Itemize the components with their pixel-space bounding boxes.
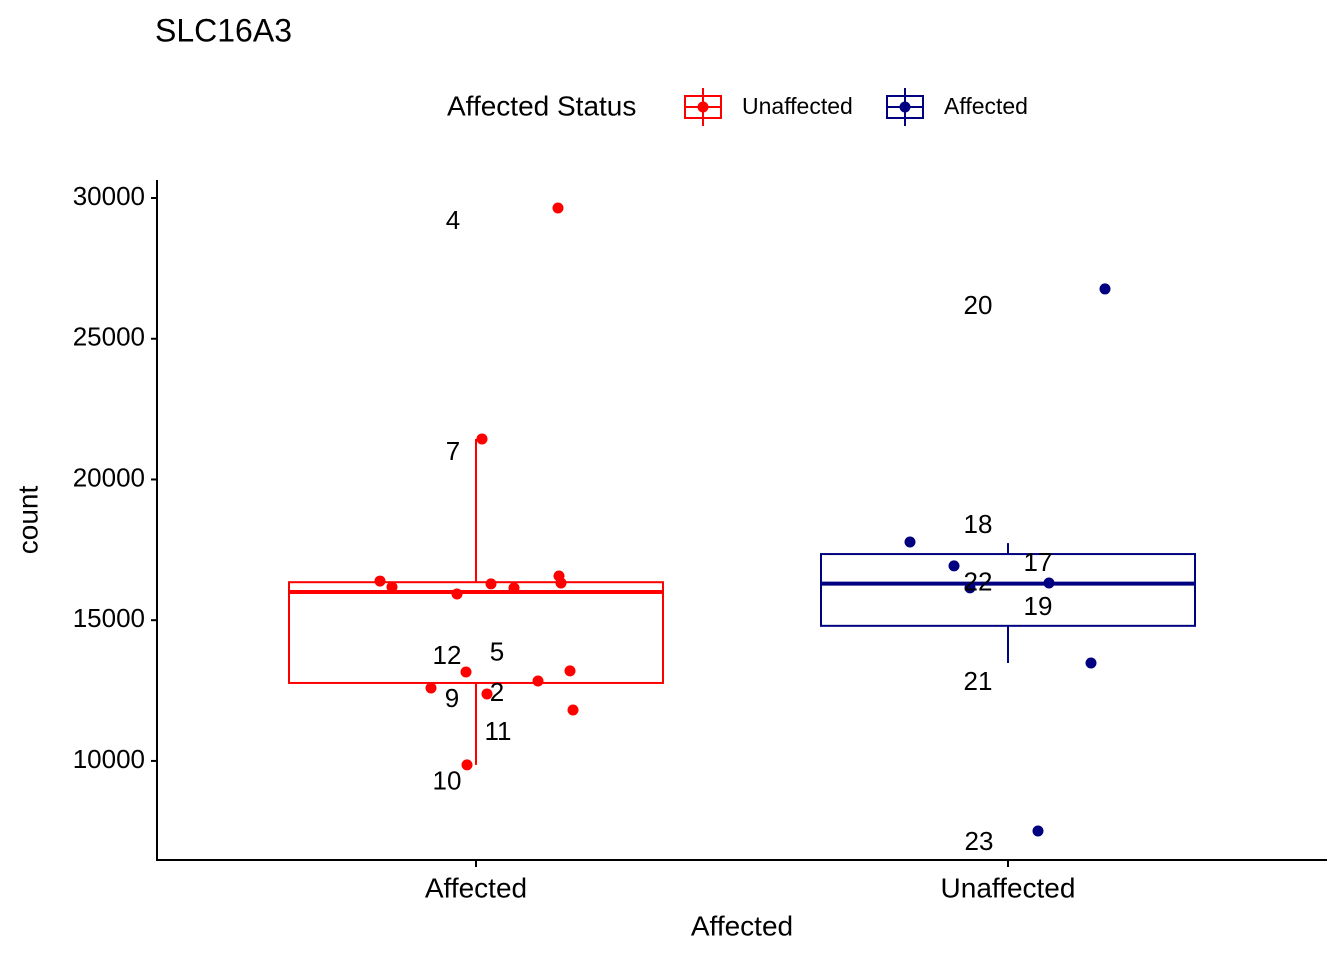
point-label: 9 xyxy=(445,683,459,713)
point xyxy=(461,759,473,771)
point xyxy=(508,582,520,594)
point xyxy=(1085,657,1097,669)
point-label: 10 xyxy=(433,766,462,796)
y-tick-label: 25000 xyxy=(73,322,145,352)
point xyxy=(485,578,497,590)
box xyxy=(288,581,664,684)
point xyxy=(1099,283,1111,295)
point-label: 7 xyxy=(446,436,460,466)
point xyxy=(904,536,916,548)
point xyxy=(386,581,398,593)
legend-key xyxy=(697,101,709,113)
point-label: 12 xyxy=(433,640,462,670)
point xyxy=(532,675,544,687)
point-label: 22 xyxy=(964,567,993,597)
point-label: 4 xyxy=(446,205,460,235)
point-label: 20 xyxy=(964,290,993,320)
x-tick-label: Affected xyxy=(425,872,527,903)
box xyxy=(820,553,1196,627)
point-label: 17 xyxy=(1024,547,1053,577)
legend-key xyxy=(899,101,911,113)
y-axis-label: count xyxy=(12,486,43,555)
chart-title: SLC16A3 xyxy=(155,12,292,48)
point xyxy=(451,588,463,600)
legend-label: Unaffected xyxy=(742,93,853,119)
point xyxy=(481,688,493,700)
x-axis-label: Affected xyxy=(691,910,793,941)
point xyxy=(555,577,567,589)
y-tick-label: 10000 xyxy=(73,744,145,774)
point xyxy=(948,560,960,572)
point xyxy=(1032,825,1044,837)
y-tick-label: 20000 xyxy=(73,462,145,492)
x-tick-label: Unaffected xyxy=(941,872,1076,903)
point-label: 2 xyxy=(490,677,504,707)
point-label: 18 xyxy=(964,509,993,539)
legend-label: Affected xyxy=(944,93,1028,119)
point xyxy=(425,682,437,694)
point xyxy=(964,582,976,594)
point xyxy=(476,433,488,445)
point xyxy=(460,666,472,678)
y-tick-label: 30000 xyxy=(73,181,145,211)
point-label: 5 xyxy=(490,637,504,667)
point xyxy=(374,575,386,587)
point-label: 21 xyxy=(964,666,993,696)
point xyxy=(564,665,576,677)
point-label: 23 xyxy=(965,826,994,856)
y-tick-label: 15000 xyxy=(73,603,145,633)
legend-title: Affected Status xyxy=(447,90,636,121)
point xyxy=(552,202,564,214)
point-label: 11 xyxy=(485,716,512,746)
point-label: 19 xyxy=(1024,591,1053,621)
point xyxy=(567,704,579,716)
point xyxy=(1043,577,1055,589)
